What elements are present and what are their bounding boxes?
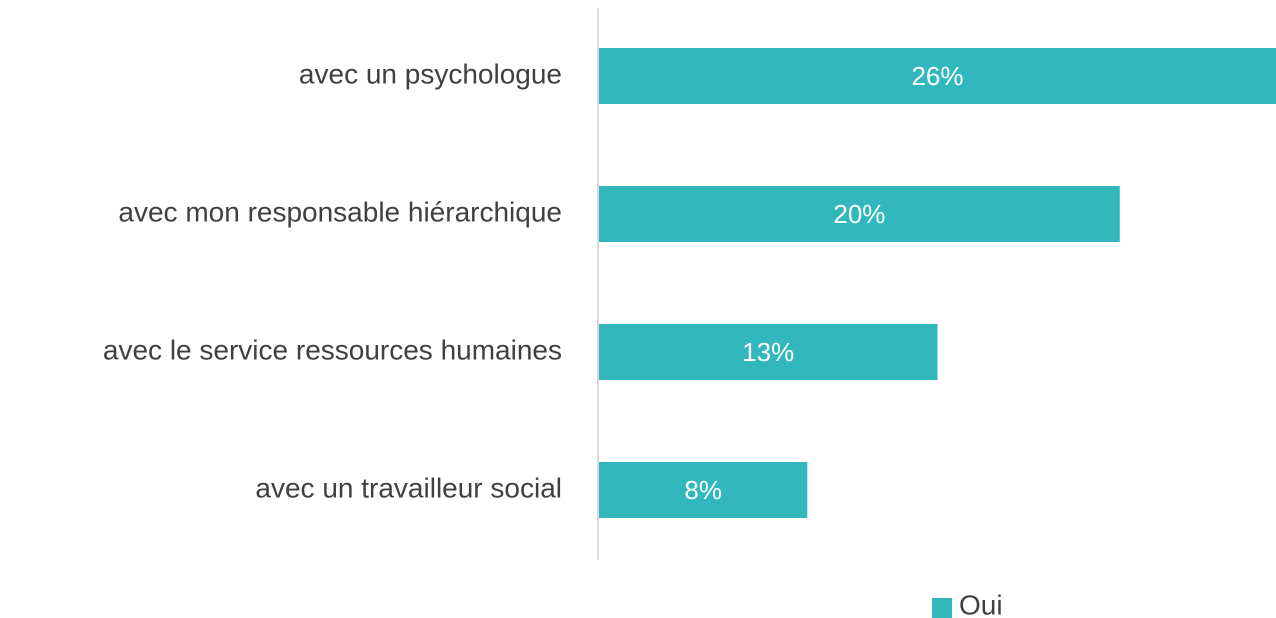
value-label: 13% xyxy=(742,337,794,367)
value-label: 20% xyxy=(833,199,885,229)
legend-label: Oui xyxy=(959,589,1003,618)
legend-swatch xyxy=(932,598,952,618)
value-label: 8% xyxy=(684,475,722,505)
bar xyxy=(599,462,808,518)
bar xyxy=(599,324,938,380)
category-label: avec le service ressources humaines xyxy=(103,334,562,365)
category-label: avec un psychologue xyxy=(299,58,562,89)
value-label: 26% xyxy=(911,61,963,91)
bar xyxy=(599,186,1120,242)
category-label: avec un travailleur social xyxy=(255,472,562,503)
category-label: avec mon responsable hiérarchique xyxy=(118,196,562,227)
bar xyxy=(599,48,1276,104)
